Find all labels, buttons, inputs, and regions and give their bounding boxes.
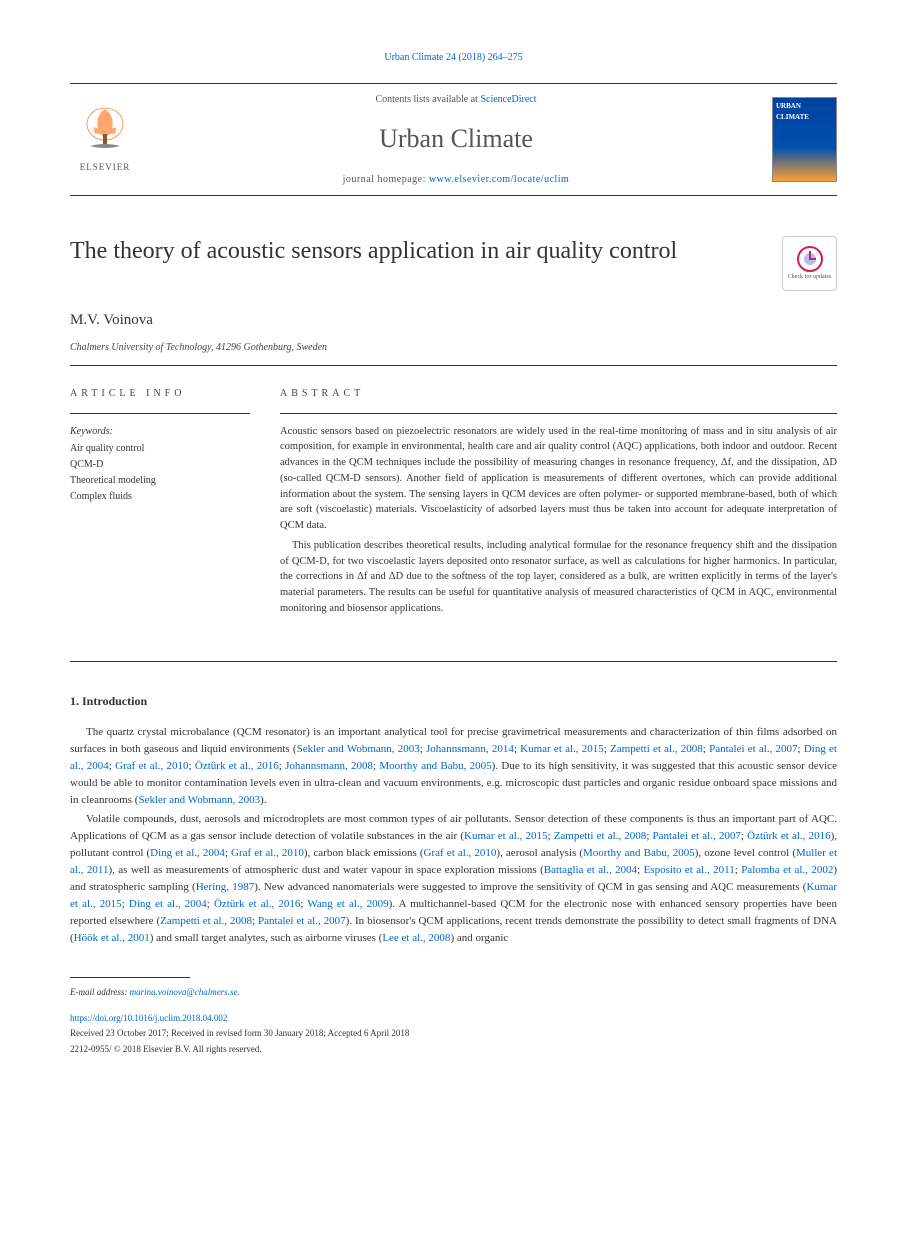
abstract-paragraph: This publication describes theoretical r… bbox=[280, 538, 837, 617]
ref-link[interactable]: Graf et al., 2010 bbox=[424, 847, 497, 859]
abstract-text: Acoustic sensors based on piezoelectric … bbox=[280, 424, 837, 617]
ref-link[interactable]: Esposito et al., 2011 bbox=[644, 864, 735, 876]
ref-link[interactable]: Wang et al., 2009 bbox=[307, 898, 388, 910]
ref-link[interactable]: Moorthy and Babu, 2005 bbox=[583, 847, 695, 859]
elsevier-tree-icon bbox=[80, 104, 130, 159]
ref-link[interactable]: Sekler and Wobmann, 2003 bbox=[297, 743, 420, 755]
ref-link[interactable]: Öztürk et al., 2016 bbox=[214, 898, 300, 910]
journal-name: Urban Climate bbox=[140, 119, 772, 158]
info-divider bbox=[70, 413, 250, 414]
abstract-column: ABSTRACT Acoustic sensors based on piezo… bbox=[280, 386, 837, 621]
homepage-line: journal homepage: www.elsevier.com/locat… bbox=[140, 172, 772, 187]
check-updates-badge[interactable]: Check for updates bbox=[782, 236, 837, 291]
contents-prefix: Contents lists available at bbox=[375, 94, 480, 105]
ref-link[interactable]: Sekler and Wobmann, 2003 bbox=[138, 794, 260, 806]
ref-link[interactable]: Hering, 1987 bbox=[196, 881, 255, 893]
citation-header: Urban Climate 24 (2018) 264–275 bbox=[70, 50, 837, 65]
article-info-column: ARTICLE INFO Keywords: Air quality contr… bbox=[70, 386, 250, 621]
header-center: Contents lists available at ScienceDirec… bbox=[140, 92, 772, 187]
title-row: The theory of acoustic sensors applicati… bbox=[70, 236, 837, 291]
keyword-item: Theoretical modeling bbox=[70, 473, 250, 489]
abstract-divider bbox=[280, 413, 837, 414]
ref-link[interactable]: Johannsmann, 2008 bbox=[285, 760, 373, 772]
ref-link[interactable]: Palomba et al., 2002 bbox=[741, 864, 833, 876]
divider bbox=[70, 365, 837, 366]
ref-link[interactable]: Pantalei et al., 2007 bbox=[709, 743, 797, 755]
affiliation: Chalmers University of Technology, 41296… bbox=[70, 340, 837, 355]
journal-header-box: ELSEVIER Contents lists available at Sci… bbox=[70, 83, 837, 196]
sciencedirect-link[interactable]: ScienceDirect bbox=[480, 94, 536, 105]
section-divider bbox=[70, 661, 837, 662]
footer-separator bbox=[70, 977, 190, 978]
ref-link[interactable]: Lee et al., 2008 bbox=[382, 932, 450, 944]
ref-link[interactable]: Graf et al., 2010 bbox=[231, 847, 304, 859]
ref-link[interactable]: Johannsmann, 2014 bbox=[426, 743, 514, 755]
contents-available-line: Contents lists available at ScienceDirec… bbox=[140, 92, 772, 107]
ref-link[interactable]: Ding et al., 2004 bbox=[150, 847, 225, 859]
text-run: ), aerosol analysis ( bbox=[496, 847, 583, 859]
journal-cover-thumbnail: URBAN CLIMATE bbox=[772, 97, 837, 182]
ref-link[interactable]: Pantalei et al., 2007 bbox=[653, 830, 741, 842]
keyword-item: Complex fluids bbox=[70, 489, 250, 505]
text-run: ). bbox=[260, 794, 266, 806]
intro-paragraph-2: Volatile compounds, dust, aerosols and m… bbox=[70, 811, 837, 947]
abstract-paragraph: Acoustic sensors based on piezoelectric … bbox=[280, 424, 837, 534]
ref-link[interactable]: Graf et al., 2010 bbox=[115, 760, 188, 772]
ref-link[interactable]: Battaglia et al., 2004 bbox=[544, 864, 637, 876]
email-line: E-mail address: marina.voinova@chalmers.… bbox=[70, 986, 837, 1000]
elsevier-logo: ELSEVIER bbox=[70, 100, 140, 180]
email-label: E-mail address: bbox=[70, 987, 130, 997]
ref-link[interactable]: Öztürk et al., 2016 bbox=[195, 760, 279, 772]
email-link[interactable]: marina.voinova@chalmers.se bbox=[130, 987, 238, 997]
page-container: Urban Climate 24 (2018) 264–275 ELSEVIER… bbox=[0, 0, 907, 1096]
authors: M.V. Voinova bbox=[70, 309, 837, 332]
elsevier-text: ELSEVIER bbox=[80, 161, 131, 175]
ref-link[interactable]: Höök et al., 2001 bbox=[74, 932, 150, 944]
text-run: ). New advanced nanomaterials were sugge… bbox=[254, 881, 806, 893]
ref-link[interactable]: Zampetti et al., 2008 bbox=[160, 915, 252, 927]
text-run: ), as well as measurements of atmospheri… bbox=[108, 864, 543, 876]
text-run: ; bbox=[207, 898, 214, 910]
keywords-label: Keywords: bbox=[70, 424, 250, 439]
text-run: ), ozone level control ( bbox=[695, 847, 796, 859]
cover-title: URBAN CLIMATE bbox=[776, 101, 833, 122]
text-run: ) and small target analytes, such as air… bbox=[150, 932, 383, 944]
ref-link[interactable]: Moorthy and Babu, 2005 bbox=[379, 760, 491, 772]
article-info-label: ARTICLE INFO bbox=[70, 386, 250, 401]
copyright-line: 2212-0955/ © 2018 Elsevier B.V. All righ… bbox=[70, 1043, 837, 1057]
homepage-link[interactable]: www.elsevier.com/locate/uclim bbox=[429, 174, 569, 185]
text-run: ) and organic bbox=[450, 932, 508, 944]
abstract-label: ABSTRACT bbox=[280, 386, 837, 401]
text-run: ; bbox=[122, 898, 129, 910]
ref-link[interactable]: Pantalei et al., 2007 bbox=[258, 915, 346, 927]
ref-link[interactable]: Kumar et al., 2015 bbox=[520, 743, 604, 755]
ref-link[interactable]: Zampetti et al., 2008 bbox=[610, 743, 703, 755]
keyword-item: QCM-D bbox=[70, 457, 250, 473]
check-updates-label: Check for updates bbox=[788, 273, 832, 282]
check-updates-icon bbox=[796, 245, 824, 273]
doi-link[interactable]: https://doi.org/10.1016/j.uclim.2018.04.… bbox=[70, 1012, 837, 1026]
ref-link[interactable]: Zampetti et al., 2008 bbox=[554, 830, 647, 842]
homepage-prefix: journal homepage: bbox=[343, 174, 429, 185]
received-line: Received 23 October 2017; Received in re… bbox=[70, 1027, 837, 1041]
intro-heading: 1. Introduction bbox=[70, 692, 837, 710]
article-title: The theory of acoustic sensors applicati… bbox=[70, 236, 762, 267]
ref-link[interactable]: Öztürk et al., 2016 bbox=[747, 830, 830, 842]
intro-body: The quartz crystal microbalance (QCM res… bbox=[70, 724, 837, 948]
ref-link[interactable]: Kumar et al., 2015 bbox=[464, 830, 547, 842]
keyword-item: Air quality control bbox=[70, 441, 250, 457]
intro-paragraph-1: The quartz crystal microbalance (QCM res… bbox=[70, 724, 837, 809]
info-abstract-row: ARTICLE INFO Keywords: Air quality contr… bbox=[70, 386, 837, 621]
ref-link[interactable]: Ding et al., 2004 bbox=[129, 898, 207, 910]
text-run: ), carbon black emissions ( bbox=[304, 847, 424, 859]
